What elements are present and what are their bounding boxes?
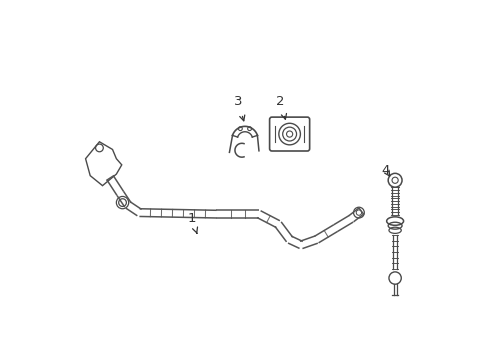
Text: 2: 2 (276, 95, 287, 119)
Text: 1: 1 (188, 212, 197, 233)
Text: 4: 4 (382, 164, 390, 177)
Text: 3: 3 (234, 95, 245, 121)
